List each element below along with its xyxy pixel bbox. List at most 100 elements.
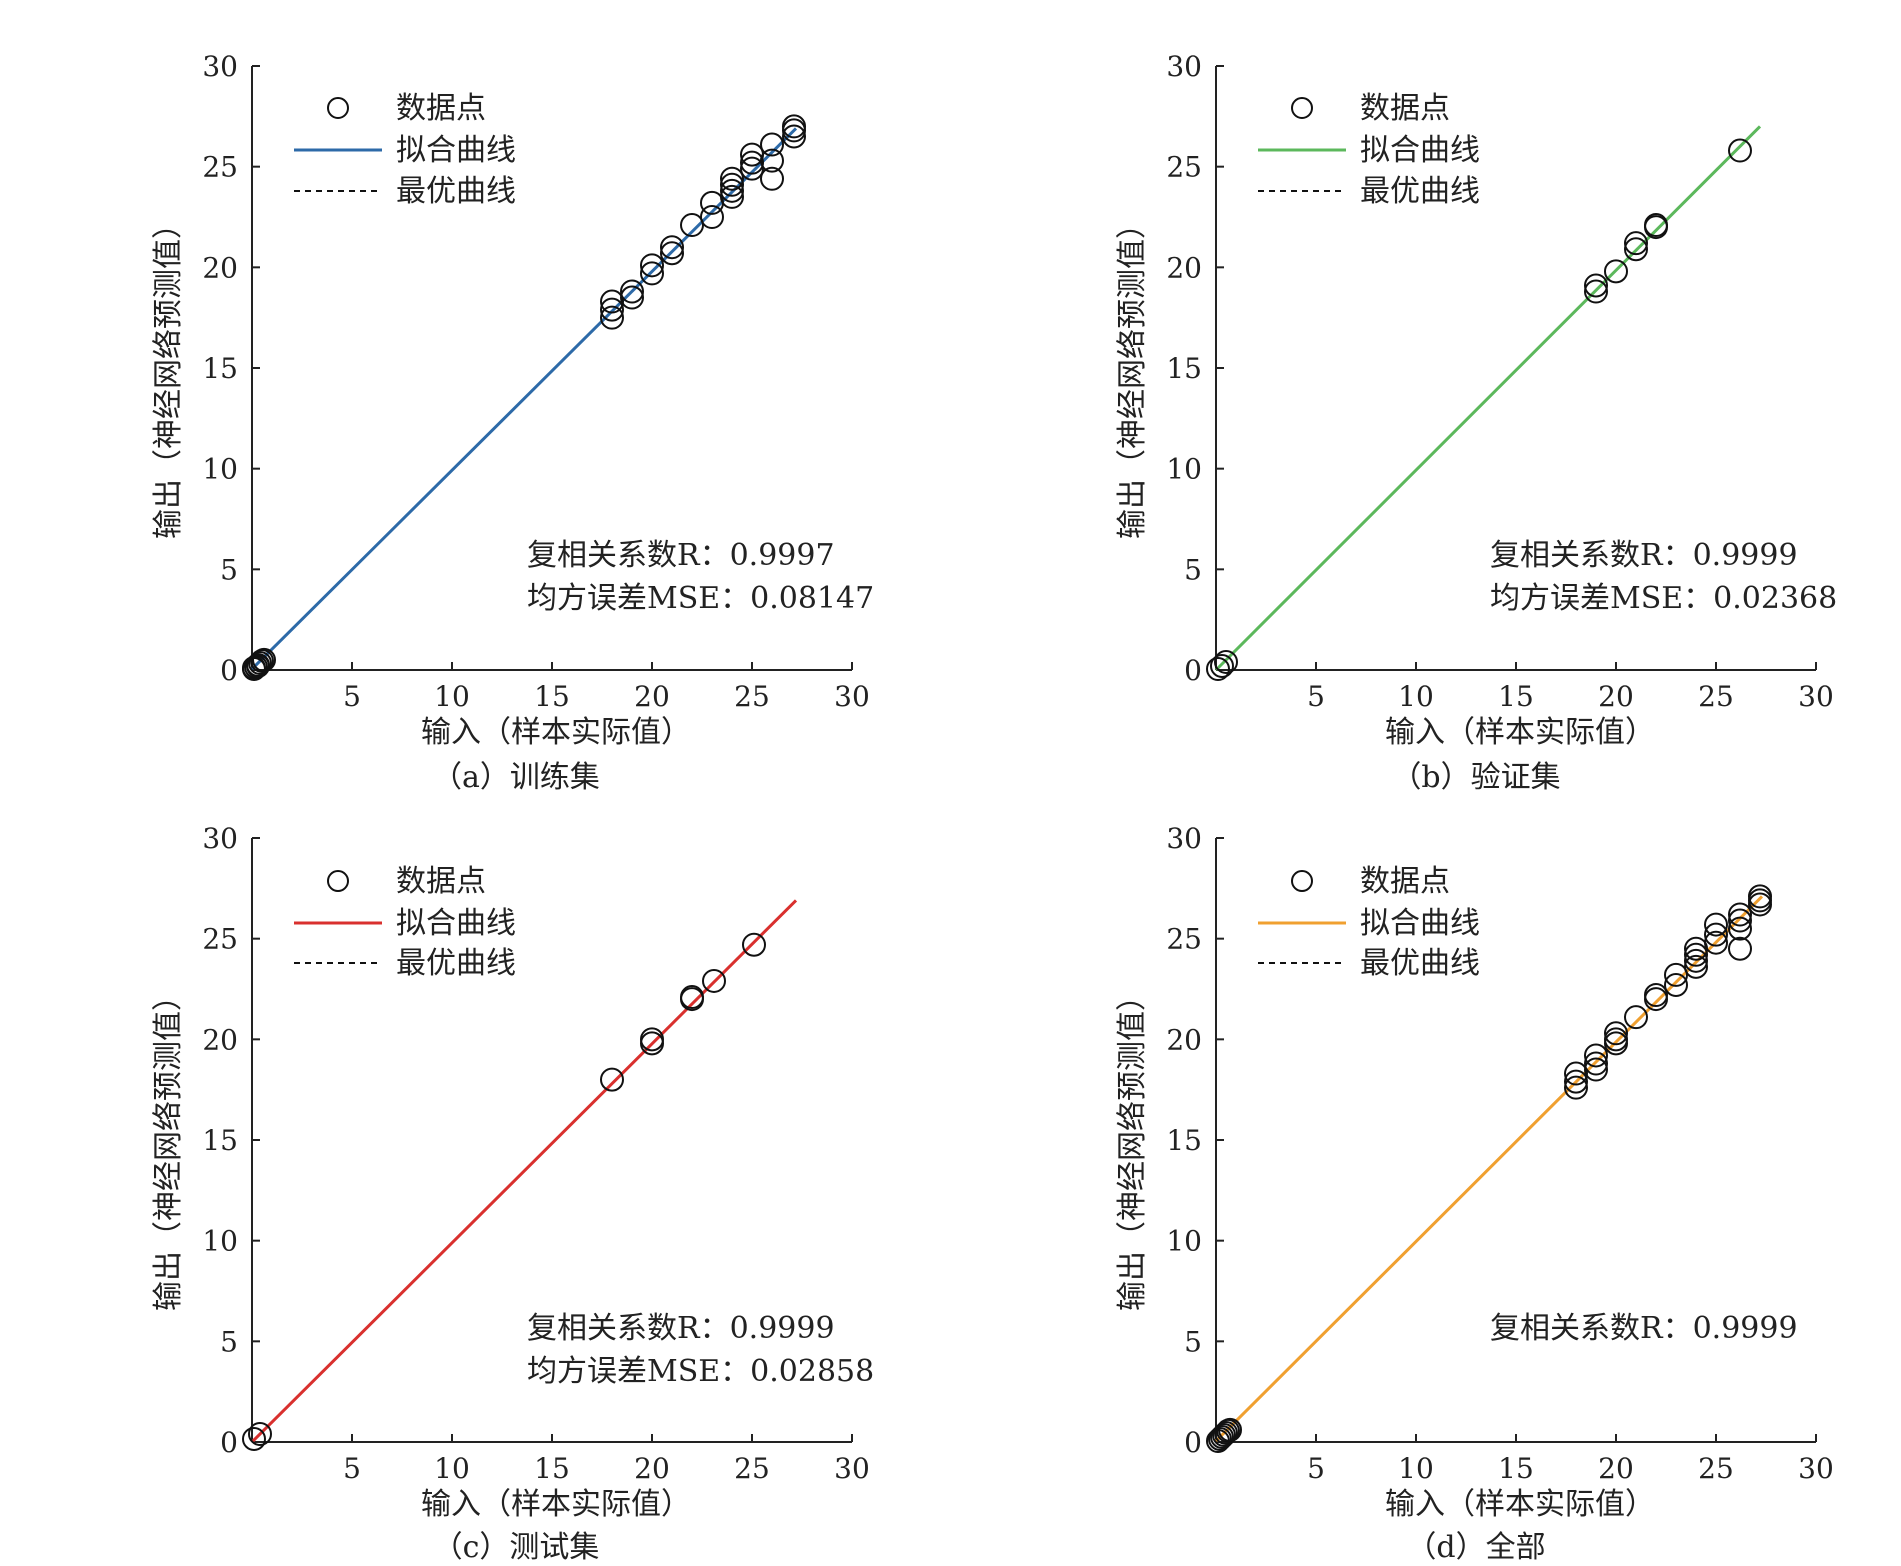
y-tick-label: 20 [1166, 1023, 1202, 1056]
panel-caption: （c）测试集 [433, 1530, 600, 1565]
data-point [1704, 930, 1728, 955]
data-point [1684, 942, 1708, 967]
x-tick-label: 20 [1598, 1452, 1634, 1485]
data-point [1644, 987, 1668, 1012]
data-point [1664, 962, 1688, 987]
x-axis-title: 输入（样本实际值） [421, 715, 691, 750]
fit-line [250, 899, 798, 1444]
data-point [740, 156, 764, 181]
x-tick-label: 15 [1498, 680, 1534, 713]
legend-label-optimal: 最优曲线 [1360, 946, 1480, 981]
x-tick-label: 5 [1307, 1452, 1325, 1485]
stat-mse: 均方误差MSE：0.02858 [527, 1354, 874, 1389]
legend: 数据点 拟合曲线 最优曲线 [294, 91, 516, 209]
stat-r: 复相关系数R：0.9999 [1490, 538, 1798, 573]
data-point [1604, 1021, 1628, 1046]
data-point [1728, 916, 1752, 941]
stat-mse: 均方误差MSE：0.02368 [1490, 581, 1837, 616]
x-tick-label: 30 [1798, 680, 1834, 713]
y-tick-label: 25 [1166, 151, 1202, 184]
legend-label-data: 数据点 [396, 864, 486, 899]
data-point [620, 285, 644, 310]
data-point [1684, 954, 1708, 979]
legend-label-optimal: 最优曲线 [1360, 174, 1480, 209]
legend-marker-data [327, 97, 349, 119]
data-point [1684, 948, 1708, 973]
data-point [1728, 138, 1752, 163]
legend-label-fit: 拟合曲线 [396, 133, 516, 168]
data-point [600, 289, 624, 314]
data-point [760, 166, 784, 191]
data-point [640, 253, 664, 278]
y-axis-title: 输出（神经网络预测值） [1115, 981, 1150, 1311]
data-point [1564, 1061, 1588, 1086]
x-tick-label: 15 [1498, 1452, 1534, 1485]
legend-label-fit: 拟合曲线 [396, 906, 516, 941]
data-point [1604, 1031, 1628, 1056]
data-point [1728, 908, 1752, 933]
data-point [1624, 237, 1648, 262]
data-point [1584, 279, 1608, 304]
legend-marker-data [327, 870, 349, 892]
data-point [1212, 1422, 1236, 1447]
fit-line [1214, 895, 1764, 1443]
legend-label-optimal: 最优曲线 [396, 174, 516, 209]
y-tick-label: 30 [1166, 822, 1202, 855]
y-tick-label: 30 [202, 822, 238, 855]
x-tick-label: 10 [1398, 1452, 1434, 1485]
x-tick-label: 15 [534, 680, 570, 713]
data-point [660, 235, 684, 260]
x-tick-label: 10 [434, 680, 470, 713]
y-tick-label: 0 [220, 1426, 238, 1459]
data-point [248, 1421, 272, 1446]
data-point [1644, 213, 1668, 238]
y-axis-title: 输出（神经网络预测值） [151, 209, 186, 539]
x-tick-label: 15 [534, 1452, 570, 1485]
y-tick-label: 25 [1166, 923, 1202, 956]
panel-b-validation: 0 5 10 15 20 25 30 5 10 15 20 25 30 数据点 拟合曲线 最优曲线 复相… [1115, 50, 1837, 795]
data-point [680, 987, 704, 1012]
data-point [720, 178, 744, 203]
data-point [1214, 1420, 1238, 1445]
data-point [600, 305, 624, 330]
data-point [1206, 656, 1230, 681]
legend-label-fit: 拟合曲线 [1360, 133, 1480, 168]
y-tick-label: 20 [202, 1023, 238, 1056]
data-point [720, 172, 744, 197]
data-point [1728, 936, 1752, 961]
y-tick-label: 20 [202, 251, 238, 284]
panel-caption: （b）验证集 [1391, 760, 1560, 795]
data-point [1624, 231, 1648, 256]
data-point [242, 1426, 266, 1451]
data-point [600, 297, 624, 322]
x-tick-label: 25 [1698, 680, 1734, 713]
x-axis-title: 输入（样本实际值） [1385, 715, 1655, 750]
data-point [640, 261, 664, 286]
legend: 数据点 拟合曲线 最优曲线 [1258, 864, 1480, 981]
x-tick-label: 20 [634, 680, 670, 713]
legend-label-optimal: 最优曲线 [396, 946, 516, 981]
data-point [1704, 912, 1728, 937]
data-point [1218, 1417, 1242, 1442]
data-point [782, 124, 806, 149]
x-axis-title: 输入（样本实际值） [421, 1487, 691, 1522]
stat-r: 复相关系数R：0.9999 [527, 1311, 835, 1346]
panel-c-test: 0 5 10 15 20 25 30 5 10 15 20 25 30 数据点 拟合曲线 最优曲线 复相… [151, 822, 874, 1565]
y-axis-title: 输出（神经网络预测值） [1115, 209, 1150, 539]
data-point [1664, 972, 1688, 997]
x-tick-label: 5 [343, 1452, 361, 1485]
y-tick-label: 15 [1166, 352, 1202, 385]
y-tick-label: 5 [1184, 1325, 1202, 1358]
y-tick-label: 20 [1166, 251, 1202, 284]
x-tick-label: 30 [1798, 1452, 1834, 1485]
data-point [246, 653, 270, 678]
data-point [1564, 1069, 1588, 1094]
data-point [702, 968, 726, 993]
data-point [248, 650, 272, 675]
stat-mse: 均方误差MSE：0.08147 [527, 581, 874, 616]
x-tick-label: 20 [1598, 680, 1634, 713]
y-tick-label: 10 [202, 1225, 238, 1258]
data-point [1214, 649, 1238, 674]
x-tick-label: 25 [734, 680, 770, 713]
